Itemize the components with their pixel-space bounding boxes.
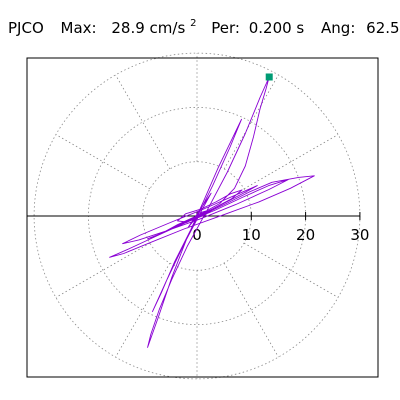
period-value: 0.200 s [248,19,305,37]
max-value: 28.9 cm/s [111,19,186,37]
chart-title: PJCO Max: 28.9 cm/s 2 Per: 0.200 s Ang: … [8,14,400,38]
period-label: Per: [211,19,240,37]
angle-label: Ang: [321,19,356,37]
polar-spoke [115,74,171,170]
max-unit-superscript: 2 [190,18,197,29]
angle-value: 62.5 [366,19,400,37]
x-tick-label: 0 [192,226,202,244]
x-tick-label: 20 [296,226,315,244]
max-marker-layer [265,73,273,81]
x-tick-label: 30 [350,226,369,244]
polar-spoke [223,262,279,358]
polar-spoke [115,262,171,358]
orbit-line [109,76,315,348]
x-tick-label: 10 [242,226,261,244]
orbit-series [109,76,315,348]
max-label: Max: [60,19,97,37]
station-code: PJCO [8,19,44,37]
max-marker [265,73,273,81]
x-axis: 0 10 20 30 [27,212,369,244]
polar-spoke [55,134,151,190]
polar-spoke [55,242,151,298]
plot-frame [26,57,379,378]
